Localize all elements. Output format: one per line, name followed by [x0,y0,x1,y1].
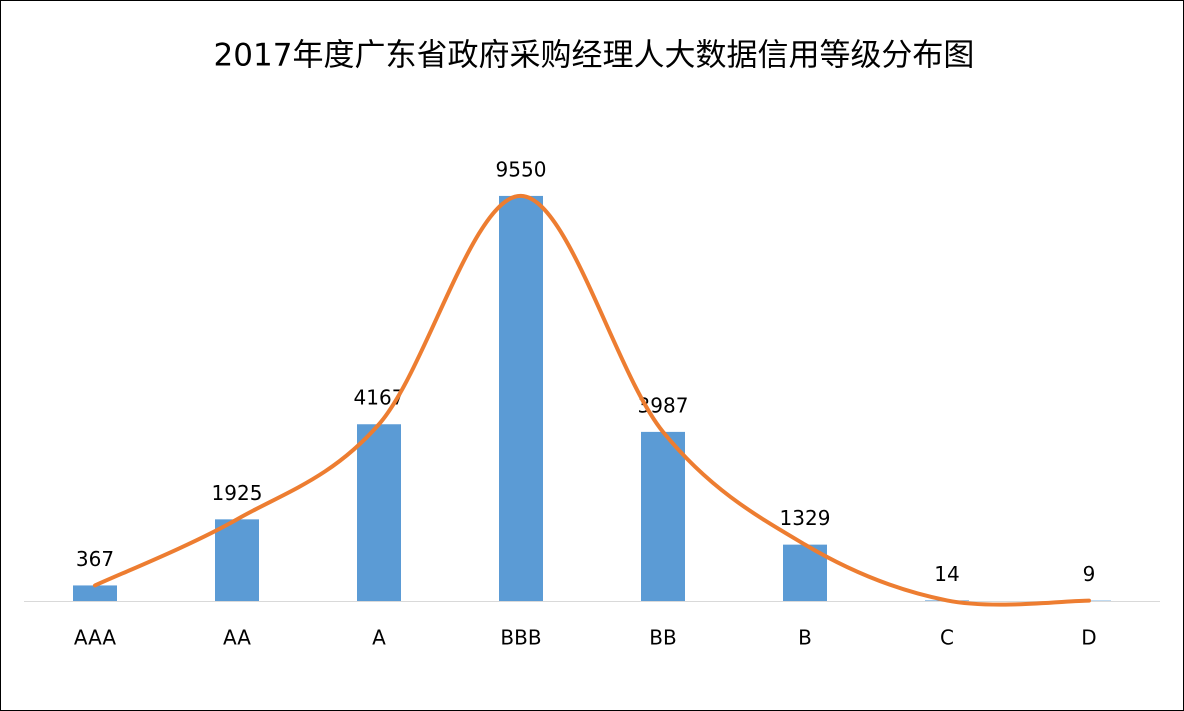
bar [641,431,685,601]
x-tick-label: AA [223,626,251,650]
x-tick-label: D [1081,626,1096,650]
trend-line [93,193,1091,607]
data-label: 9550 [496,157,547,181]
bar [215,519,259,601]
bar [357,424,401,601]
data-label: 1329 [780,506,831,530]
x-tick-label: BBB [500,626,541,650]
bar [73,585,117,601]
x-tick-label: B [798,626,812,650]
x-tick-label: AAA [74,626,116,650]
bar [499,195,543,601]
x-tick-label: A [372,626,386,650]
x-tick-label: BB [649,626,676,650]
data-label: 367 [76,547,114,571]
data-label: 9 [1083,562,1096,586]
data-label: 14 [934,562,959,586]
chart-title: 2017年度广东省政府采购经理人大数据信用等级分布图 [214,38,975,74]
x-tick-label: C [940,626,954,650]
data-label: 1925 [212,481,263,505]
